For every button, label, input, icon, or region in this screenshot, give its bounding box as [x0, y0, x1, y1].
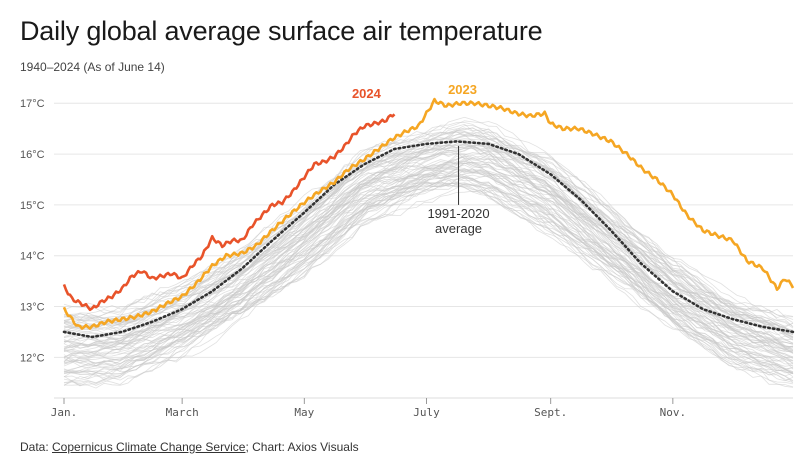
history-year-line [63, 131, 794, 324]
chart-title: Daily global average surface air tempera… [20, 16, 543, 46]
history-year-line [63, 145, 794, 341]
history-year-line [63, 127, 794, 335]
series-line-2023 [62, 97, 795, 330]
x-tick-label: Nov. [660, 406, 687, 419]
x-tick-label: Jan. [51, 406, 78, 419]
history-year-line [63, 169, 794, 363]
history-year-line [63, 153, 794, 358]
series-line-2024 [62, 113, 396, 312]
series-layer [62, 97, 795, 339]
history-year-line [63, 133, 794, 323]
history-year-line [63, 162, 794, 365]
footer-suffix: ; Chart: Axios Visuals [245, 440, 359, 454]
chart-footer: Data: Copernicus Climate Change Service;… [20, 440, 359, 454]
label-2024: 2024 [352, 86, 382, 101]
x-tick-label: Sept. [534, 406, 567, 419]
history-year-line [63, 127, 794, 336]
history-year-line [63, 140, 794, 331]
history-year-line [63, 168, 794, 361]
history-year-line [63, 135, 794, 323]
history-lines [63, 116, 794, 389]
y-tick-label: 14°C [20, 251, 45, 263]
history-year-line [63, 161, 794, 350]
y-tick-label: 12°C [20, 352, 45, 364]
history-year-line [63, 186, 794, 381]
y-tick-label: 13°C [20, 302, 45, 314]
y-tick-label: 16°C [20, 149, 45, 161]
history-year-line [63, 123, 794, 328]
y-tick-label: 15°C [20, 200, 45, 212]
history-year-line [63, 184, 794, 383]
history-year-line [63, 150, 794, 354]
history-year-line [64, 176, 794, 388]
average-label-line1: 1991-2020 [427, 206, 489, 221]
footer-prefix: Data: [20, 440, 53, 454]
average-line [62, 140, 795, 339]
label-2023: 2023 [448, 82, 477, 97]
history-year-line [63, 116, 794, 329]
average-label-line2: average [435, 221, 482, 236]
x-tick-label: March [166, 406, 199, 419]
history-year-line [63, 179, 794, 387]
axis-layer: 12°C 13°C 14°C 15°C 16°C 17°C Jan. March May July… [20, 98, 793, 419]
history-year-line [63, 168, 794, 365]
history-year-line [63, 168, 794, 367]
x-tick-label: May [294, 406, 314, 419]
y-tick-label: 17°C [20, 98, 45, 110]
source-link[interactable]: Copernicus Climate Change Service [52, 440, 246, 454]
history-year-line [63, 177, 794, 372]
history-year-line [63, 146, 794, 337]
x-tick-label: July [413, 406, 440, 419]
history-year-line [63, 141, 794, 348]
chart-subtitle: 1940–2024 (As of June 14) [20, 60, 165, 74]
